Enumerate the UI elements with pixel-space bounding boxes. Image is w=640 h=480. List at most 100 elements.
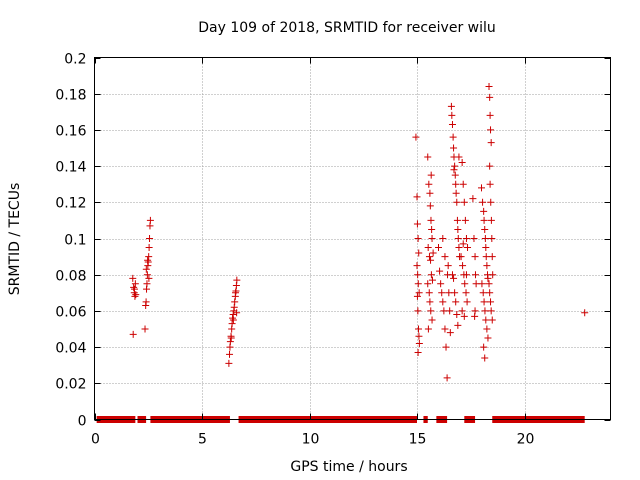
- data-point: [457, 253, 465, 261]
- data-point: [141, 325, 149, 333]
- data-point: [453, 198, 461, 206]
- data-point: [581, 309, 589, 317]
- data-point: [454, 225, 462, 233]
- data-point: [424, 153, 432, 161]
- data-point: [426, 189, 434, 197]
- y-tick-label: 0.18: [55, 88, 86, 104]
- data-point: [454, 321, 462, 329]
- data-point: [481, 354, 489, 362]
- data-point: [483, 262, 491, 270]
- data-point: [471, 312, 479, 320]
- data-point: [443, 374, 451, 382]
- data-point: [413, 262, 421, 270]
- data-point: [485, 280, 493, 288]
- data-point: [449, 133, 457, 141]
- data-point: [143, 271, 151, 279]
- data-point: [233, 309, 241, 317]
- data-point: [229, 316, 237, 324]
- y-tick-label: 0.04: [55, 341, 86, 357]
- data-point: [487, 126, 495, 134]
- data-point: [478, 280, 486, 288]
- data-point: [487, 198, 495, 206]
- data-point: [428, 235, 436, 242]
- data-point: [424, 280, 432, 288]
- data-point: [427, 171, 435, 179]
- data-point: [444, 262, 452, 270]
- y-tick-label: 0.2: [64, 52, 86, 68]
- data-point: [415, 249, 423, 257]
- data-point: [425, 253, 433, 261]
- data-point: [479, 289, 487, 297]
- data-point: [131, 292, 139, 300]
- y-tick-label: 0.06: [55, 305, 86, 321]
- data-point: [225, 359, 233, 367]
- data-point: [462, 271, 470, 279]
- data-point: [437, 280, 445, 288]
- data-point: [458, 158, 466, 166]
- data-point: [461, 216, 469, 224]
- x-tick-label: 20: [517, 432, 535, 448]
- data-point: [481, 225, 489, 233]
- data-point: [451, 162, 459, 170]
- data-point: [487, 298, 495, 306]
- y-tick-label: 0.14: [55, 160, 86, 176]
- data-point: [446, 329, 454, 337]
- data-point: [414, 349, 422, 357]
- data-point: [462, 235, 470, 242]
- data-point: [470, 235, 478, 242]
- data-point: [413, 193, 421, 201]
- data-point: [450, 274, 458, 282]
- data-point: [436, 267, 444, 275]
- data-point: [146, 216, 154, 224]
- x-tick-label: 5: [198, 432, 207, 448]
- data-point: [146, 235, 154, 242]
- data-point: [426, 298, 434, 306]
- x-axis-label: GPS time / hours: [290, 459, 407, 475]
- data-point: [143, 280, 151, 288]
- data-point: [486, 111, 494, 119]
- data-point: [480, 298, 488, 306]
- data-point: [414, 307, 422, 315]
- data-point: [451, 289, 459, 297]
- data-point: [233, 276, 241, 284]
- data-point: [414, 280, 422, 288]
- data-point: [414, 271, 422, 279]
- data-point: [429, 249, 437, 257]
- data-point: [424, 325, 432, 333]
- y-tick-label: 0.16: [55, 124, 86, 140]
- data-point: [478, 184, 485, 192]
- data-point: [142, 298, 150, 306]
- data-point: [482, 244, 490, 252]
- data-point: [132, 291, 140, 299]
- x-tick-label: 10: [302, 432, 320, 448]
- data-point: [415, 325, 423, 333]
- y-tick-label: 0.02: [55, 377, 86, 393]
- data-point: [483, 325, 491, 333]
- data-point: [446, 307, 454, 315]
- data-point: [425, 180, 433, 188]
- chart-title: Day 109 of 2018, SRMTID for receiver wil…: [198, 20, 496, 36]
- data-point: [442, 343, 450, 351]
- data-point: [227, 334, 235, 342]
- data-point: [463, 298, 471, 306]
- data-point: [487, 307, 495, 315]
- data-point: [447, 102, 455, 110]
- data-point: [413, 292, 421, 300]
- data-point: [145, 274, 153, 282]
- y-tick-label: 0.1: [64, 233, 86, 249]
- data-point: [232, 289, 240, 297]
- data-point: [459, 240, 467, 248]
- x-tick-label: 15: [409, 432, 427, 448]
- data-point: [486, 162, 494, 170]
- data-point: [458, 307, 466, 315]
- data-point: [130, 283, 138, 291]
- x-tick-label: 0: [91, 432, 100, 448]
- y-tick-label: 0.08: [55, 269, 86, 285]
- data-point: [487, 139, 495, 147]
- data-point: [412, 133, 420, 141]
- data-point: [482, 253, 490, 261]
- data-point: [441, 253, 449, 261]
- data-point: [469, 195, 477, 203]
- data-point: [452, 298, 460, 306]
